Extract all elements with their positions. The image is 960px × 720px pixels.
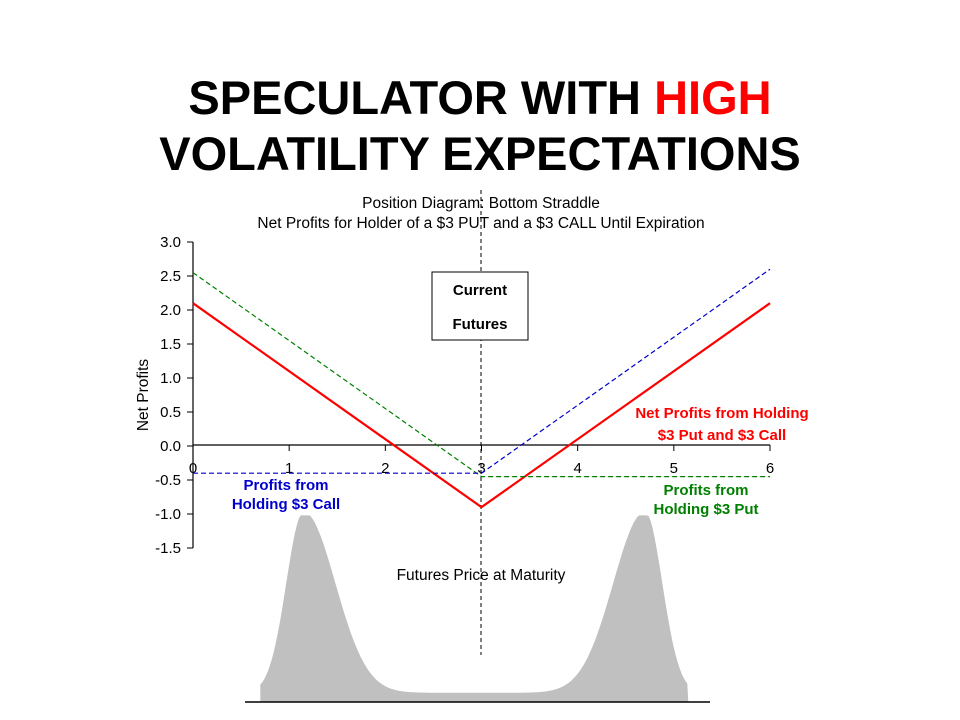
current-futures-box [431,271,529,341]
y-tick-label: -1.5 [155,540,181,557]
y-tick-label: 2.0 [160,302,181,319]
current-futures-label-line2: Futures [452,316,507,333]
axes-layer [192,190,770,655]
series-layer [192,268,771,509]
x-tick-label: 0 [189,460,197,477]
current-futures-label-line1: Current [453,282,507,299]
title-part2: VOLATILITY EXPECTATIONS [159,127,801,180]
y-tick-label: 3.0 [160,234,181,251]
ticks-layer: 0 1 2 3 4 5 6 3.0 2.5 2.0 1.5 1.0 0.5 0.0 -0.5 -1.0 -1.5 [155,234,774,557]
distribution-layer [245,515,710,703]
y-tick-label: 1.0 [160,370,181,387]
y-tick-label: 0.0 [160,438,181,455]
net-profit-label-line1: Net Profits from Holding [635,405,808,422]
y-tick-label: -0.5 [155,472,181,489]
y-tick-label: 2.5 [160,268,181,285]
x-tick-label: 2 [381,460,389,477]
distribution-area [260,515,689,702]
call-profit-label-line2: Holding $3 Call [232,496,340,513]
series-line-1 [192,272,770,478]
text-layer: Position Diagram: Bottom Straddle Net Pr… [135,195,809,584]
net-profit-label-line2: $3 Put and $3 Call [658,427,786,444]
x-axis-title: Futures Price at Maturity [397,567,566,584]
x-tick-label: 1 [285,460,293,477]
chart-subtitle: Net Profits for Holder of a $3 PUT and a… [257,215,704,232]
x-tick-label: 4 [573,460,581,477]
x-tick-label: 3 [477,460,485,477]
slide-title: SPECULATOR WITH HIGH VOLATILITY EXPECTATI… [0,70,960,182]
put-profit-label-line2: Holding $3 Put [654,501,759,518]
title-part1: SPECULATOR WITH [188,71,655,124]
y-tick-label: 1.5 [160,336,181,353]
y-tick-label: -1.0 [155,506,181,523]
chart-title: Position Diagram: Bottom Straddle [362,195,600,212]
call-profit-label-line1: Profits from [243,477,328,494]
series-line-0 [192,302,771,509]
series-line-2 [193,268,771,474]
title-highlight: HIGH [654,71,772,124]
put-profit-label-line1: Profits from [663,482,748,499]
y-tick-label: 0.5 [160,404,181,421]
y-axis-title: Net Profits [135,359,152,432]
x-tick-label: 5 [670,460,678,477]
x-tick-label: 6 [766,460,774,477]
